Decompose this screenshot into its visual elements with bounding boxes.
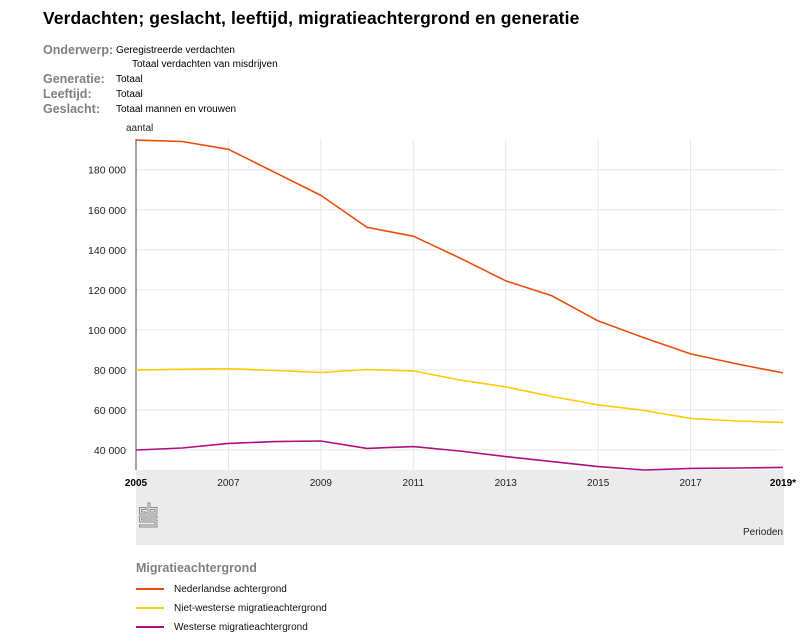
series-line-2	[135, 367, 784, 424]
x-tick-label: 2015	[587, 478, 610, 489]
series-line-3	[135, 440, 784, 471]
x-axis-label: Perioden	[743, 527, 783, 538]
meta-label-geslacht: Geslacht:	[43, 102, 100, 116]
y-tick-label: 40 000	[94, 445, 126, 457]
grid	[136, 139, 783, 470]
x-tick-labels: 2005 2007 2009 2011 2013 2015 2017 2019*	[125, 478, 796, 489]
legend-swatch	[136, 607, 164, 609]
legend-swatch	[136, 588, 164, 590]
y-tick-label: 80 000	[94, 365, 126, 377]
x-tick-label: 2019*	[770, 478, 796, 489]
meta-label-onderwerp: Onderwerp:	[43, 43, 114, 57]
legend-item-westerse[interactable]: Westerse migratieachtergrond	[136, 620, 308, 634]
y-tick-label: 180 000	[88, 165, 126, 177]
y-axis-unit-label: aantal	[126, 123, 153, 134]
meta-label-leeftijd: Leeftijd:	[43, 87, 92, 101]
meta-value-onderwerp: Geregistreerde verdachten	[116, 45, 235, 56]
y-tick-label: 140 000	[88, 245, 126, 257]
x-tick-label: 2017	[679, 478, 702, 489]
x-tick-label: 2005	[125, 478, 148, 489]
legend-item-nederlandse[interactable]: Nederlandse achtergrond	[136, 582, 287, 596]
x-tick-label: 2013	[495, 478, 518, 489]
meta-value-leeftijd: Totaal	[116, 89, 143, 100]
meta-value-geslacht: Totaal mannen en vrouwen	[116, 104, 237, 115]
series-lines	[135, 139, 784, 471]
x-tick-label: 2007	[217, 478, 240, 489]
meta-value-generatie: Totaal	[116, 74, 143, 85]
x-tick-label: 2009	[310, 478, 333, 489]
y-tick-label: 120 000	[88, 285, 126, 297]
legend-title: Migratieachtergrond	[136, 561, 257, 575]
y-tick-label: 160 000	[88, 205, 126, 217]
legend-label: Nederlandse achtergrond	[174, 583, 287, 595]
series-line-1	[135, 139, 784, 374]
x-axis-band	[136, 470, 784, 545]
meta-label-generatie: Generatie:	[43, 72, 105, 86]
legend-item-niet-westerse[interactable]: Niet-westerse migratieachtergrond	[136, 601, 327, 615]
y-tick-label: 60 000	[94, 405, 126, 417]
legend-label: Niet-westerse migratieachtergrond	[174, 602, 327, 614]
y-tick-label: 100 000	[88, 325, 126, 337]
page-title: Verdachten; geslacht, leeftijd, migratie…	[43, 8, 580, 28]
meta-sub-onderwerp: Totaal verdachten van misdrijven	[132, 59, 278, 70]
x-tick-label: 2011	[403, 478, 425, 489]
legend-swatch	[136, 626, 164, 628]
cbs-logo-icon	[139, 502, 158, 528]
y-tick-labels: 40 000 60 000 80 000 100 000 120 000 140 000 1…	[88, 165, 126, 457]
legend-label: Westerse migratieachtergrond	[174, 621, 308, 633]
